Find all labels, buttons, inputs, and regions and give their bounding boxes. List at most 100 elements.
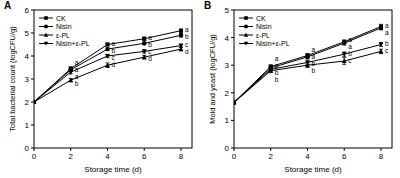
series-line (234, 27, 381, 103)
error-bar (179, 33, 183, 37)
marker (105, 43, 109, 47)
legend-label: ε-PL (256, 32, 270, 39)
legend: CKNisinε-PLNisin+ε-PL (39, 15, 90, 48)
x-tick-label: 6 (142, 152, 147, 161)
error-bar (105, 63, 109, 68)
significance-letter: a (385, 29, 389, 36)
marker (268, 67, 273, 72)
marker (305, 60, 310, 65)
legend-marker (44, 16, 48, 20)
legend-marker (244, 33, 248, 37)
marker (234, 100, 236, 105)
series-line (234, 28, 381, 103)
error-bar (69, 70, 73, 74)
x-tick-label: 0 (232, 152, 237, 161)
series-line (34, 35, 181, 102)
y-tick-label: 4 (225, 34, 230, 43)
error-bar (379, 49, 383, 53)
y-tick-label: 2 (225, 89, 230, 98)
series-line (234, 45, 381, 103)
marker (34, 100, 36, 105)
y-tick-label: 0 (25, 144, 30, 153)
legend-marker (44, 33, 48, 37)
legend-label: Nisin (256, 23, 272, 30)
y-tick (231, 10, 234, 11)
marker (379, 26, 383, 30)
x-tick (107, 148, 108, 151)
significance-letter: b (148, 41, 152, 48)
legend-label: Nisin (56, 23, 72, 30)
significance-letter: d (185, 48, 189, 55)
y-tick (31, 10, 34, 11)
error-bar-cap (342, 64, 346, 65)
marker (379, 49, 384, 54)
plot-area (234, 24, 383, 105)
significance-letter: c (111, 54, 115, 61)
significance-letter: a (311, 46, 315, 53)
panel-label: A (4, 0, 11, 11)
x-tick (180, 148, 181, 151)
panel-label: B (204, 0, 211, 11)
significance-letter: a (385, 22, 389, 29)
significance-letter: b (185, 33, 189, 40)
significance-letter: c (385, 47, 389, 54)
marker (234, 100, 236, 104)
marker (68, 78, 73, 83)
marker (379, 43, 384, 48)
y-tick (231, 92, 234, 93)
series-line (34, 49, 181, 102)
marker (142, 55, 147, 60)
marker (179, 33, 183, 37)
y-tick (31, 79, 34, 80)
x-tick-label: 2 (269, 152, 274, 161)
error-bar (105, 43, 109, 46)
legend-label: CK (256, 15, 266, 22)
marker (234, 100, 236, 104)
legend-label: Nisin+ε-PL (256, 40, 290, 47)
y-tick-label: 1 (225, 116, 230, 125)
error-bar (142, 55, 146, 59)
marker (34, 100, 36, 104)
significance-letter: a (75, 73, 79, 80)
error-bar (179, 44, 183, 47)
marker (342, 52, 347, 57)
marker (179, 29, 183, 33)
significance-letter: a (311, 53, 315, 60)
y-tick (31, 33, 34, 34)
marker (179, 44, 184, 49)
error-bar (179, 29, 183, 32)
series-line (234, 51, 381, 102)
x-axis-label: Storage time (d) (84, 165, 142, 174)
x-tick-label: 4 (105, 152, 110, 161)
legend-label: CK (56, 15, 66, 22)
error-bar (379, 43, 383, 47)
y-tick-label: 6 (25, 6, 30, 15)
series-line (34, 31, 181, 102)
y-axis-label: Total bacterial count (logCFU/g) (8, 26, 17, 132)
marker (142, 41, 146, 45)
x-axis-label: Storage time (d) (284, 165, 342, 174)
significance-letter: d (111, 61, 115, 68)
y-tick (31, 102, 34, 103)
marker (34, 99, 36, 104)
x-tick (70, 148, 71, 151)
legend-marker (44, 25, 48, 29)
legend-label: ε-PL (56, 32, 70, 39)
marker (105, 63, 110, 68)
significance-letter: b (348, 50, 352, 57)
series-line (34, 46, 181, 102)
error-bar (142, 42, 146, 45)
panel: 024680123456Storage time (d)Total bacter… (4, 0, 192, 174)
plot-area (34, 29, 183, 105)
y-tick-label: 0 (225, 144, 230, 153)
y-tick (231, 120, 234, 121)
significance-letter: c (148, 48, 152, 55)
legend-marker (244, 25, 248, 29)
marker (305, 55, 309, 59)
error-bar (342, 41, 346, 45)
legend-marker (44, 42, 48, 46)
error-bar (142, 37, 146, 40)
error-bar (342, 52, 346, 56)
significance-letter: a (348, 36, 352, 43)
significance-letter: b (385, 40, 389, 47)
